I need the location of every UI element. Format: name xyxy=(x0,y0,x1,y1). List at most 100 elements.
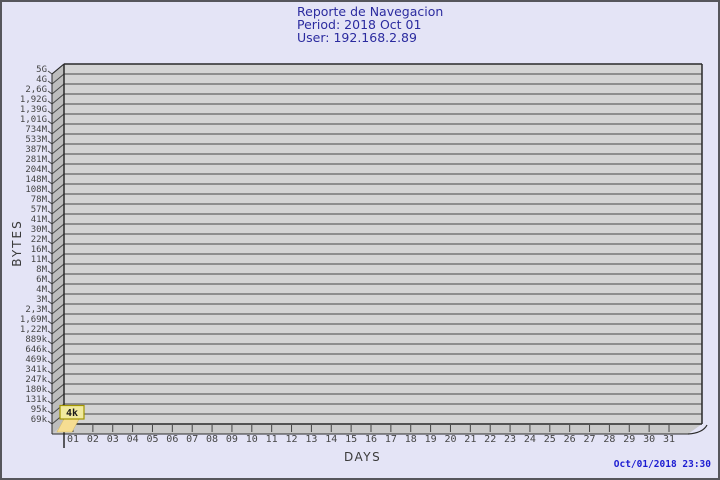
gridline-wall xyxy=(51,313,65,325)
x-tick-label: 09 xyxy=(226,434,238,445)
gridline-wall xyxy=(51,243,65,255)
y-tick-label: 180k xyxy=(25,385,47,395)
y-tick-label: 387M xyxy=(25,145,47,155)
x-tick-label: 27 xyxy=(584,434,596,445)
gridline-wall xyxy=(51,253,65,265)
y-tick xyxy=(47,250,53,255)
x-tick-label: 11 xyxy=(266,434,278,445)
y-tick-label: 95k xyxy=(31,405,48,415)
x-tick-label: 15 xyxy=(345,434,357,445)
y-tick-label: 131k xyxy=(25,395,47,405)
x-tick-label: 28 xyxy=(603,434,615,445)
y-tick-label: 247k xyxy=(25,375,47,385)
y-tick xyxy=(47,260,53,265)
gridline-wall xyxy=(51,183,65,195)
x-tick-label: 30 xyxy=(643,434,655,445)
y-tick xyxy=(47,280,53,285)
gridline-wall xyxy=(51,343,65,355)
gridline-wall xyxy=(51,73,65,85)
gridline-wall xyxy=(51,263,65,275)
x-tick-label: 16 xyxy=(365,434,377,445)
gridline-wall xyxy=(51,283,65,295)
y-tick-label: 11M xyxy=(31,255,48,265)
y-tick xyxy=(47,130,53,135)
y-tick xyxy=(47,100,53,105)
y-tick xyxy=(47,380,53,385)
x-tick-label: 18 xyxy=(405,434,417,445)
y-tick-label: 41M xyxy=(31,215,48,225)
x-tick-label: 12 xyxy=(286,434,298,445)
y-tick-label: 4M xyxy=(36,285,47,295)
y-tick xyxy=(47,190,53,195)
y-tick-label: 30M xyxy=(31,225,48,235)
gridline-wall xyxy=(51,373,65,385)
y-tick xyxy=(47,160,53,165)
x-tick-label: 03 xyxy=(107,434,119,445)
gridline-wall xyxy=(51,293,65,305)
report-timestamp: Oct/01/2018 23:30 xyxy=(613,459,711,470)
gridline-wall xyxy=(51,103,65,115)
y-tick-label: 16M xyxy=(31,245,48,255)
y-tick-label: 78M xyxy=(31,195,48,205)
y-tick-label: 889k xyxy=(25,335,47,345)
y-tick xyxy=(47,330,53,335)
report-header: Reporte de Navegacion Period: 2018 Oct 0… xyxy=(297,5,443,44)
gridline-wall xyxy=(51,143,65,155)
x-tick-label: 05 xyxy=(146,434,158,445)
report-title: Reporte de Navegacion xyxy=(297,4,444,19)
y-tick xyxy=(47,80,53,85)
y-tick xyxy=(47,140,53,145)
y-tick-label: 3M xyxy=(36,295,47,305)
bar-value-box xyxy=(59,404,85,420)
y-tick-label: 1,01G xyxy=(20,115,47,125)
y-tick-label: 1,69M xyxy=(20,315,48,325)
wall-top-edge xyxy=(51,63,65,75)
report-period: Period: 2018 Oct 01 xyxy=(297,17,422,32)
gridline-wall xyxy=(51,133,65,145)
y-tick-label: 1,92G xyxy=(20,95,47,105)
gridline-wall xyxy=(51,333,65,345)
y-tick-label: 4G xyxy=(36,75,47,85)
y-axis-title: BYTES xyxy=(10,219,24,267)
gridline-wall xyxy=(51,273,65,285)
x-tick-label: 13 xyxy=(305,434,317,445)
y-tick-label: 22M xyxy=(31,235,48,245)
x-tick-label: 02 xyxy=(87,434,99,445)
x-tick-label: 31 xyxy=(663,434,675,445)
gridline-wall xyxy=(51,223,65,235)
x-tick-label: 08 xyxy=(206,434,218,445)
y-tick-label: 204M xyxy=(25,165,47,175)
gridline-wall xyxy=(51,163,65,175)
y-tick-label: 148M xyxy=(25,175,47,185)
report-user: User: 192.168.2.89 xyxy=(297,30,417,45)
gridline-wall xyxy=(51,213,65,225)
y-tick xyxy=(47,110,53,115)
y-tick-label: 646k xyxy=(25,345,47,355)
y-tick-label: 2,6G xyxy=(25,85,47,95)
x-tick-label: 01 xyxy=(67,434,79,445)
y-tick-label: 69k xyxy=(31,415,48,425)
x-tick-label: 24 xyxy=(524,434,536,445)
gridline-wall xyxy=(51,123,65,135)
y-tick xyxy=(47,310,53,315)
gridline-wall xyxy=(51,83,65,95)
y-tick-label: 108M xyxy=(25,185,47,195)
x-tick-label: 04 xyxy=(127,434,139,445)
y-tick-label: 57M xyxy=(31,205,48,215)
gridline-wall xyxy=(51,173,65,185)
y-tick-label: 1,22M xyxy=(20,325,48,335)
x-tick-label: 17 xyxy=(385,434,397,445)
y-tick xyxy=(47,270,53,275)
y-tick-label: 734M xyxy=(25,125,47,135)
y-tick xyxy=(47,240,53,245)
gridline-wall xyxy=(51,303,65,315)
gridline-wall xyxy=(51,383,65,395)
y-tick-label: 6M xyxy=(36,275,47,285)
y-tick xyxy=(47,390,53,395)
y-tick xyxy=(47,220,53,225)
gridline-wall xyxy=(51,323,65,335)
y-tick xyxy=(47,90,53,95)
y-tick xyxy=(47,370,53,375)
